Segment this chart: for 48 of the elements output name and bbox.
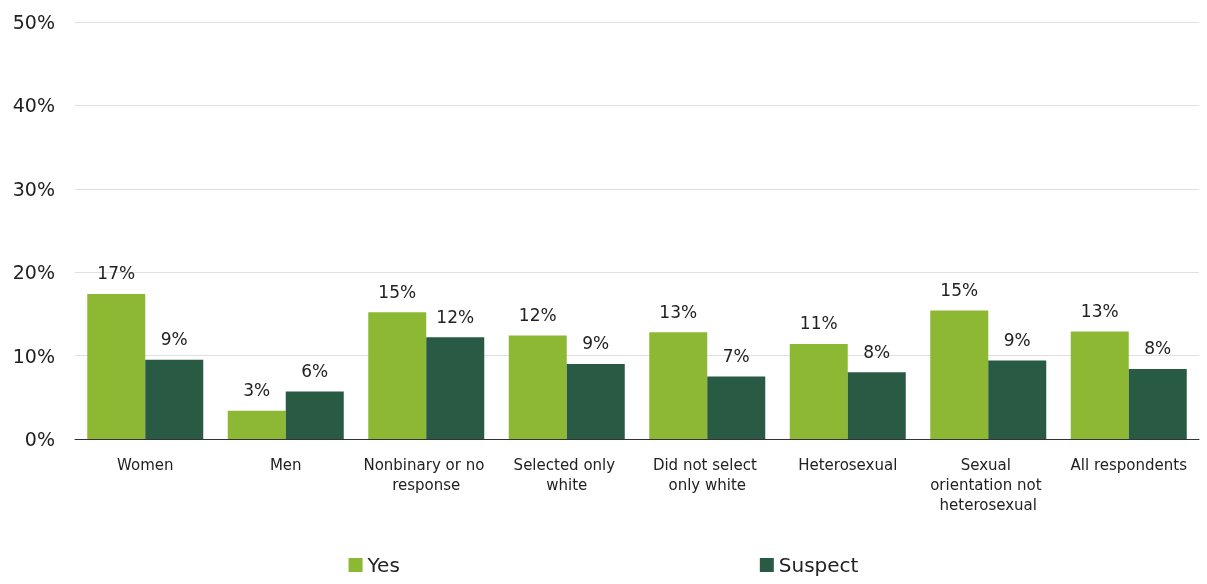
bar <box>285 391 344 439</box>
data-label: 6% <box>301 360 329 381</box>
data-label: 17% <box>97 263 136 284</box>
x-tick-label: Heterosexual <box>798 456 898 474</box>
bar <box>145 359 204 439</box>
bar <box>508 335 567 439</box>
data-label: 8% <box>863 341 891 362</box>
data-label: 9% <box>160 329 188 350</box>
data-label: 3% <box>243 380 271 401</box>
data-label: 11% <box>799 313 838 334</box>
y-tick-label: 40% <box>12 94 55 117</box>
bar <box>368 312 427 439</box>
bar <box>707 376 766 439</box>
bar <box>426 337 485 439</box>
x-tick-label: Women <box>117 456 174 474</box>
x-tick-label: Nonbinary or no response <box>363 456 490 494</box>
bar <box>566 363 625 439</box>
data-label: 12% <box>518 305 557 326</box>
bar <box>1070 331 1129 439</box>
bar <box>988 360 1047 439</box>
y-tick-label: 50% <box>12 11 55 33</box>
data-label: 12% <box>436 306 475 327</box>
legend-label: Yes <box>366 553 400 577</box>
y-tick-label: 30% <box>12 177 55 200</box>
data-label: 7% <box>722 345 750 366</box>
y-tick-label: 20% <box>12 261 55 284</box>
bar <box>1128 368 1187 439</box>
bar <box>227 410 286 439</box>
data-label: 15% <box>378 281 417 302</box>
data-label: 8% <box>1144 338 1172 359</box>
x-tick-label: Selected only white <box>513 456 620 494</box>
bar <box>789 343 848 439</box>
x-tick-label: Men <box>269 456 302 474</box>
bar <box>930 310 989 439</box>
legend-label: Suspect <box>778 553 859 577</box>
bar <box>87 293 146 439</box>
y-tick-label: 0% <box>24 428 55 450</box>
data-label: 9% <box>1003 330 1031 351</box>
data-label: 15% <box>940 280 979 301</box>
data-label: 13% <box>659 301 698 322</box>
data-label: 13% <box>1080 300 1119 321</box>
x-tick-label: All respondents <box>1070 456 1188 474</box>
bar <box>847 372 906 439</box>
x-tick-label: Sexual orientation not heterosexual <box>930 456 1047 514</box>
data-label: 9% <box>582 333 610 354</box>
y-tick-label: 10% <box>12 344 55 367</box>
x-tick-label: Did not select only white <box>652 456 762 494</box>
bar <box>649 332 708 439</box>
